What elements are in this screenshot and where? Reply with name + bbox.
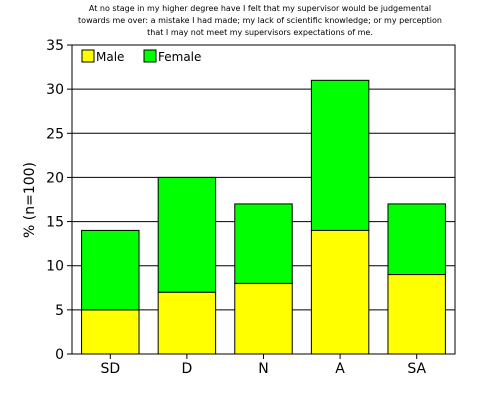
x-tick-label: D — [182, 361, 193, 377]
x-tick-label: SD — [100, 361, 120, 377]
bar-male-sa — [387, 274, 446, 355]
legend-label-male: Male — [96, 50, 124, 64]
y-tick-label: 10 — [46, 259, 64, 275]
bar-female-sd — [81, 229, 140, 311]
y-tick-label: 35 — [46, 38, 64, 54]
title-line-2: towards me over: a mistake I had made; m… — [78, 16, 442, 25]
bar-female-d — [157, 176, 217, 293]
title-line-3: that I may not meet my supervisors expec… — [147, 28, 373, 37]
x-tick-label: A — [335, 361, 345, 377]
legend-label-female: Female — [158, 50, 201, 64]
y-tick-label: 5 — [55, 303, 64, 319]
title-line-1: At no stage in my higher degree have I f… — [89, 4, 431, 13]
y-tick-label: 0 — [55, 347, 64, 363]
y-tick-label: 20 — [46, 170, 64, 186]
x-tick-label: N — [258, 361, 268, 377]
bar-female-sa — [387, 203, 446, 276]
bar-male-d — [157, 291, 217, 355]
bar-male-n — [234, 282, 293, 355]
legend-swatch-male — [81, 49, 95, 63]
chart-title: At no stage in my higher degree have I f… — [78, 4, 442, 37]
bars — [81, 79, 446, 355]
y-axis-label: % (n=100) — [22, 162, 38, 238]
bar-male-a — [310, 229, 370, 355]
legend: Male Female — [81, 49, 201, 64]
bar-male-sd — [81, 309, 140, 355]
bar-female-a — [310, 79, 370, 231]
y-tick-label: 25 — [46, 126, 64, 142]
x-tick-label: SA — [407, 361, 426, 377]
bar-female-n — [234, 203, 293, 284]
y-tick-label: 30 — [46, 82, 64, 98]
y-axis-ticks: 0 5 10 15 20 25 30 35 — [46, 38, 72, 363]
legend-swatch-female — [143, 49, 157, 63]
y-tick-label: 15 — [46, 215, 64, 231]
x-axis-ticks: SD D N A SA — [100, 354, 426, 377]
